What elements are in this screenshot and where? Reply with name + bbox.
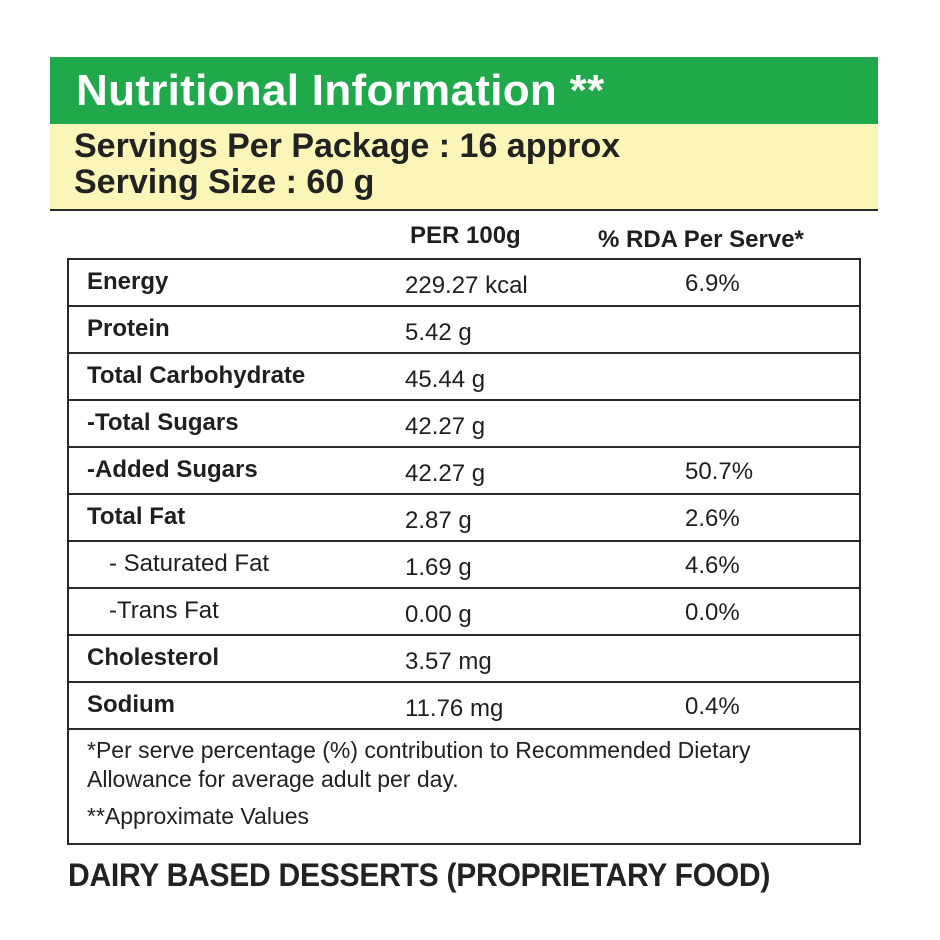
serving-info: Servings Per Package : 16 approx Serving… <box>50 124 878 211</box>
nutrient-name: -Added Sugars <box>87 456 258 483</box>
table-row-protein: Protein 5.42 g <box>69 307 859 354</box>
rda-footnote: *Per serve percentage (%) contribution t… <box>87 737 751 792</box>
nutrient-name: -Trans Fat <box>109 597 219 624</box>
nutrient-value: 45.44 g <box>405 366 486 393</box>
nutrient-value: 229.27 kcal <box>405 272 528 299</box>
servings-per-package: Servings Per Package : 16 approx <box>74 127 621 165</box>
nutrient-name: - Saturated Fat <box>109 550 270 577</box>
column-header-rda: % RDA Per Serve* <box>598 226 804 253</box>
approximate-values-footnote: **Approximate Values <box>87 803 310 829</box>
nutrient-rda: 50.7% <box>685 458 754 485</box>
nutrient-name: Total Fat <box>87 503 186 530</box>
nutrient-value: 5.42 g <box>405 319 472 346</box>
table-row-trans-fat: -Trans Fat 0.00 g 0.0% <box>69 589 859 636</box>
table-row-total-fat: Total Fat 2.87 g 2.6% <box>69 495 859 542</box>
nutrient-rda: 0.4% <box>685 693 740 720</box>
nutrient-name: -Total Sugars <box>87 409 239 436</box>
nutrient-rda: 6.9% <box>685 270 740 297</box>
nutrient-rda: 0.0% <box>685 599 740 626</box>
nutrient-rda: 4.6% <box>685 552 740 579</box>
nutrient-name: Energy <box>87 268 169 295</box>
column-header-per-100g: PER 100g <box>410 222 521 249</box>
table-row-energy: Energy 229.27 kcal 6.9% <box>69 260 859 307</box>
serving-size: Serving Size : 60 g <box>74 163 375 201</box>
table-row-added-sugars: -Added Sugars 42.27 g 50.7% <box>69 448 859 495</box>
nutrient-value: 42.27 g <box>405 413 486 440</box>
nutrient-value: 42.27 g <box>405 460 486 487</box>
table-row-total-sugars: -Total Sugars 42.27 g <box>69 401 859 448</box>
nutrition-table: Energy 229.27 kcal 6.9% Protein 5.42 g T… <box>67 258 861 845</box>
nutrition-title: Nutritional Information ** <box>50 57 878 124</box>
nutrient-name: Total Carbohydrate <box>87 362 306 389</box>
product-category: DAIRY BASED DESSERTS (PROPRIETARY FOOD) <box>68 857 771 893</box>
nutrient-name: Cholesterol <box>87 644 220 671</box>
nutrient-rda: 2.6% <box>685 505 740 532</box>
nutrient-value: 2.87 g <box>405 507 472 534</box>
nutrient-name: Sodium <box>87 691 175 718</box>
nutrient-value: 11.76 mg <box>405 695 504 722</box>
table-row-total-carbohydrate: Total Carbohydrate 45.44 g <box>69 354 859 401</box>
table-footnotes: *Per serve percentage (%) contribution t… <box>69 730 859 843</box>
nutrient-value: 3.57 mg <box>405 648 492 675</box>
table-row-sodium: Sodium 11.76 mg 0.4% <box>69 683 859 730</box>
nutrient-value: 1.69 g <box>405 554 472 581</box>
table-row-saturated-fat: - Saturated Fat 1.69 g 4.6% <box>69 542 859 589</box>
column-headers: PER 100g % RDA Per Serve* <box>0 222 940 256</box>
nutrient-value: 0.00 g <box>405 601 472 628</box>
table-row-cholesterol: Cholesterol 3.57 mg <box>69 636 859 683</box>
nutrient-name: Protein <box>87 315 170 342</box>
nutrition-label-header: Nutritional Information ** Servings Per … <box>50 57 878 211</box>
